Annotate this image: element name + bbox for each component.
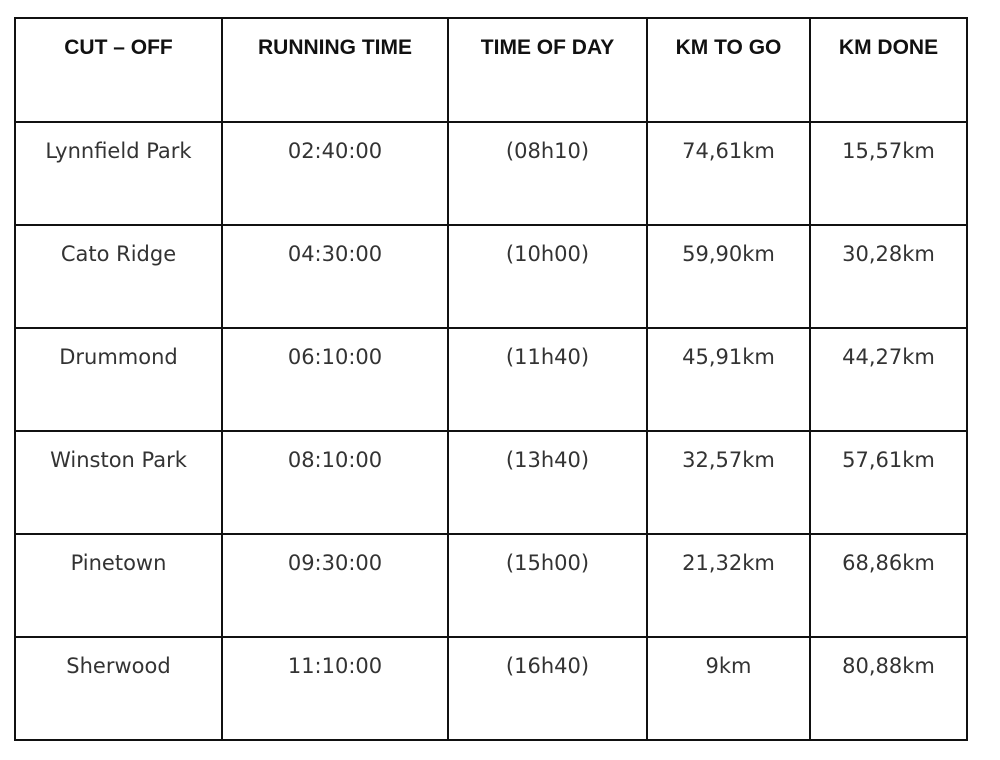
table-cell: Pinetown <box>14 533 223 638</box>
table-cell: Cato Ridge <box>14 224 223 329</box>
table-row: Pinetown 09:30:00 (15h00) 21,32km 68,86km <box>14 533 968 638</box>
table-cell: 11:10:00 <box>221 636 449 741</box>
table-cell: 15,57km <box>809 121 968 226</box>
table-cell: 30,28km <box>809 224 968 329</box>
table-cell: (16h40) <box>447 636 648 741</box>
table-cell: Lynnfield Park <box>14 121 223 226</box>
table-row: Drummond 06:10:00 (11h40) 45,91km 44,27km <box>14 327 968 432</box>
table-cell: 59,90km <box>646 224 811 329</box>
table-cell: (10h00) <box>447 224 648 329</box>
column-header: TIME OF DAY <box>447 17 648 123</box>
table-cell: 32,57km <box>646 430 811 535</box>
table-cell: 21,32km <box>646 533 811 638</box>
table-cell: 09:30:00 <box>221 533 449 638</box>
column-header: KM DONE <box>809 17 968 123</box>
table-cell: 9km <box>646 636 811 741</box>
column-header: KM TO GO <box>646 17 811 123</box>
table-cell: 80,88km <box>809 636 968 741</box>
table-cell: 06:10:00 <box>221 327 449 432</box>
table-cell: Sherwood <box>14 636 223 741</box>
table-cell: 57,61km <box>809 430 968 535</box>
table-row: Sherwood 11:10:00 (16h40) 9km 80,88km <box>14 636 968 741</box>
table-cell: 02:40:00 <box>221 121 449 226</box>
table-cell: 08:10:00 <box>221 430 449 535</box>
column-header: RUNNING TIME <box>221 17 449 123</box>
table-cell: (08h10) <box>447 121 648 226</box>
table-cell: (15h00) <box>447 533 648 638</box>
table-cell: 68,86km <box>809 533 968 638</box>
table-row: Cato Ridge 04:30:00 (10h00) 59,90km 30,28km <box>14 224 968 329</box>
table-cell: Winston Park <box>14 430 223 535</box>
table-cell: (13h40) <box>447 430 648 535</box>
table-cell: 44,27km <box>809 327 968 432</box>
table-row: Lynnfield Park 02:40:00 (08h10) 74,61km 15,5… <box>14 121 968 226</box>
column-header: CUT – OFF <box>14 17 223 123</box>
table-cell: (11h40) <box>447 327 648 432</box>
table-cell: 45,91km <box>646 327 811 432</box>
header-row: CUT – OFF RUNNING TIME TIME OF DAY KM TO GO… <box>14 17 968 123</box>
table-row: Winston Park 08:10:00 (13h40) 32,57km 57,61k… <box>14 430 968 535</box>
page: CUT – OFF RUNNING TIME TIME OF DAY KM TO GO… <box>14 17 968 741</box>
table-cell: Drummond <box>14 327 223 432</box>
table-cell: 74,61km <box>646 121 811 226</box>
cutoff-table: CUT – OFF RUNNING TIME TIME OF DAY KM TO GO… <box>14 17 968 741</box>
table-body: Lynnfield Park 02:40:00 (08h10) 74,61km 15,5… <box>14 121 968 741</box>
table-cell: 04:30:00 <box>221 224 449 329</box>
